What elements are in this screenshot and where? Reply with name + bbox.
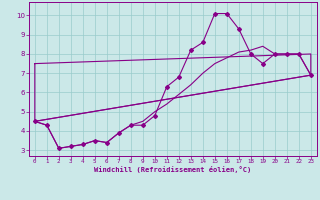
X-axis label: Windchill (Refroidissement éolien,°C): Windchill (Refroidissement éolien,°C): [94, 166, 252, 173]
